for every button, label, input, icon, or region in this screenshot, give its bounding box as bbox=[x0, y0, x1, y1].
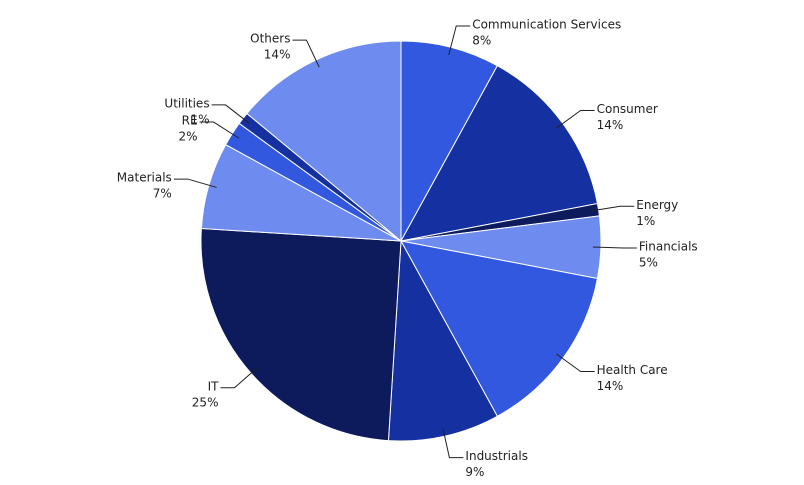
slice-label: Energy bbox=[636, 198, 678, 212]
slice-label: RE bbox=[182, 114, 198, 128]
leader-line bbox=[592, 246, 637, 249]
pie-slice bbox=[200, 227, 402, 442]
slice-label: Materials bbox=[117, 171, 172, 185]
slice-label: Financials bbox=[639, 239, 698, 253]
leader-line bbox=[556, 353, 595, 372]
slice-label: Consumer bbox=[597, 102, 658, 116]
leader-line bbox=[220, 367, 258, 389]
slice-value-label: 2% bbox=[179, 130, 198, 144]
leader-line bbox=[292, 39, 320, 68]
leader-line bbox=[173, 178, 217, 188]
leader-line bbox=[448, 25, 471, 56]
slice-label: Utilities bbox=[164, 96, 209, 110]
leader-line bbox=[556, 110, 595, 129]
slice-value-label: 14% bbox=[597, 379, 624, 393]
slice-label: IT bbox=[208, 379, 220, 393]
leader-line bbox=[211, 104, 250, 124]
slice-value-label: 14% bbox=[264, 48, 291, 62]
slice-value-label: 1% bbox=[191, 112, 210, 126]
leader-line bbox=[199, 121, 240, 139]
slice-value-label: 14% bbox=[597, 118, 624, 132]
slice-value-label: 1% bbox=[636, 214, 655, 228]
slice-value-label: 25% bbox=[192, 395, 219, 409]
slice-label: Health Care bbox=[597, 363, 668, 377]
slice-label: Communication Services bbox=[472, 17, 621, 31]
leader-line bbox=[442, 428, 464, 459]
slice-value-label: 9% bbox=[465, 465, 484, 479]
slice-label: Industrials bbox=[465, 449, 528, 463]
slice-value-label: 5% bbox=[639, 255, 658, 269]
slice-label: Others bbox=[250, 32, 290, 46]
slice-value-label: 8% bbox=[472, 33, 491, 47]
leader-line bbox=[590, 205, 635, 212]
slice-value-label: 7% bbox=[153, 187, 172, 201]
